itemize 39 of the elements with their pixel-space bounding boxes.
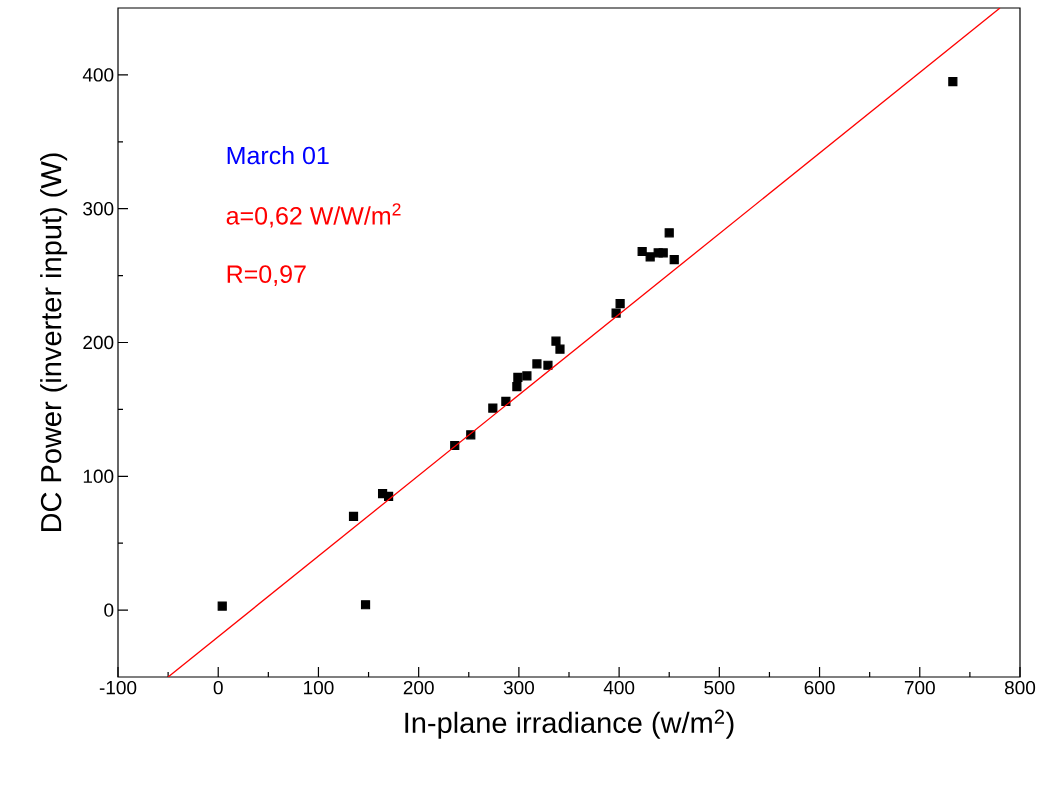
point — [488, 403, 498, 413]
point — [948, 76, 958, 87]
x-tick-label: 300 — [503, 680, 534, 695]
x-tick-label: 200 — [403, 680, 434, 695]
point — [522, 371, 532, 381]
point — [551, 336, 561, 346]
point — [658, 248, 668, 258]
x-axis-title: In-plane irradiance (w/m$^{2}$) — [405, 709, 734, 739]
point — [615, 299, 625, 309]
x-tick-label: 600 — [804, 680, 835, 695]
point — [645, 252, 655, 262]
x-tick-label: 100 — [304, 680, 334, 695]
x-tick-label: -100 — [99, 680, 137, 695]
y-tick-label: 100 — [83, 469, 114, 484]
y-tick-label: 200 — [83, 335, 114, 350]
point — [664, 228, 674, 238]
point — [513, 372, 523, 382]
annotation: March 01 — [227, 146, 329, 165]
point — [532, 359, 542, 369]
point — [637, 246, 647, 257]
point — [217, 601, 227, 611]
annotation: a=0,62 W/W/m$^{2}$ — [226, 203, 401, 228]
x-tick-label: 500 — [704, 680, 735, 695]
x-tick-label: 0 — [213, 680, 223, 695]
annotation: R=0,97 — [227, 265, 306, 286]
point — [669, 254, 679, 265]
y-tick-label: 400 — [82, 68, 114, 82]
x-tick-label: 800 — [1004, 680, 1036, 695]
point — [555, 344, 565, 354]
point — [348, 511, 359, 522]
point — [512, 382, 522, 392]
point — [360, 600, 371, 610]
y-tick-label: 0 — [104, 603, 114, 617]
y-axis-title: DC Power (inverter input) (W) — [40, 153, 68, 532]
y-tick-label: 300 — [83, 201, 114, 216]
point — [501, 396, 511, 406]
point — [543, 360, 553, 370]
x-tick-label: 400 — [603, 680, 635, 695]
x-tick-label: 700 — [904, 680, 935, 695]
